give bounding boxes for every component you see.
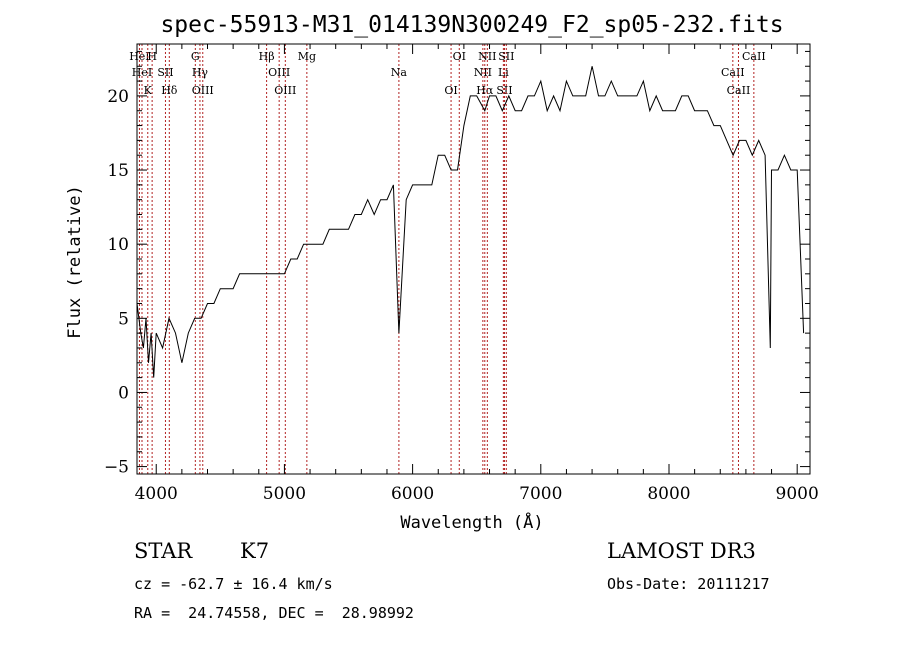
annotation-label: CaII: [742, 50, 766, 63]
annotation-label: NII: [478, 50, 496, 63]
annotation-label: Hδ: [161, 84, 178, 97]
object-subclass: K7: [240, 539, 270, 563]
annotation-label: OIII: [268, 66, 290, 79]
annotation-label: K: [144, 84, 153, 97]
annotation-label: SII: [496, 84, 512, 97]
chart-title: spec-55913-M31_014139N300249_F2_sp05-232…: [160, 12, 783, 38]
spectrum-chart: spec-55913-M31_014139N300249_F2_sp05-232…: [65, 12, 819, 533]
annotation-label: Na: [391, 66, 408, 79]
annotation-label: CaII: [721, 66, 745, 79]
x-tick-label: 4000: [135, 484, 178, 504]
annotation-label: OI: [453, 50, 466, 63]
y-tick-label: 15: [107, 161, 129, 181]
annotation-label: G: [191, 50, 200, 63]
y-axis: −5 0 5 10 15 20: [104, 50, 810, 478]
y-tick-label: −5: [104, 458, 129, 478]
annotation-label: SII: [157, 66, 173, 79]
annotation-label: Hα: [476, 84, 494, 97]
annotation-label: Hβ: [259, 50, 275, 63]
x-axis-label: Wavelength (Å): [400, 511, 543, 533]
spectrum-line: [136, 66, 805, 378]
y-tick-label: 5: [118, 309, 129, 329]
y-tick-label: 20: [107, 87, 129, 107]
annotation-label: SII: [498, 50, 514, 63]
x-tick-label: 5000: [263, 484, 306, 504]
x-tick-label: 8000: [647, 484, 690, 504]
spectrum-series: [136, 66, 805, 378]
x-tick-label: 6000: [391, 484, 434, 504]
x-tick-label: 9000: [776, 484, 819, 504]
annotation-label: Li: [498, 66, 509, 79]
annotation-label: Hγ: [192, 66, 209, 79]
annotation-label: HeI: [132, 66, 152, 79]
annotation-label: HeI: [129, 50, 149, 63]
annotation-lines: HeIHeIKHSIIHδGHγOIIIHβOIIIOIIIMgNaOIOINI…: [129, 44, 766, 474]
y-axis-label: Flux (relative): [65, 185, 85, 339]
coordinates: RA = 24.74558, DEC = 28.98992: [134, 604, 414, 622]
annotation-label: H: [147, 50, 157, 63]
obs-date: Obs-Date: 20111217: [607, 575, 770, 593]
annotation-label: OIII: [192, 84, 214, 97]
annotation-label: OIII: [274, 84, 296, 97]
y-tick-label: 0: [118, 383, 129, 403]
x-tick-label: 7000: [519, 484, 562, 504]
annotation-label: OI: [444, 84, 457, 97]
plot-frame: [136, 43, 811, 475]
annotation-label: NII: [474, 66, 492, 79]
survey-name: LAMOST DR3: [607, 539, 756, 563]
y-tick-label: 10: [107, 235, 129, 255]
annotation-label: Mg: [298, 50, 316, 63]
annotation-label: CaII: [727, 84, 751, 97]
redshift-text: cz = -62.7 ± 16.4 km/s: [134, 575, 333, 593]
object-class: STAR: [134, 539, 193, 563]
x-axis: 4000 5000 6000 7000 8000 9000: [135, 44, 819, 504]
